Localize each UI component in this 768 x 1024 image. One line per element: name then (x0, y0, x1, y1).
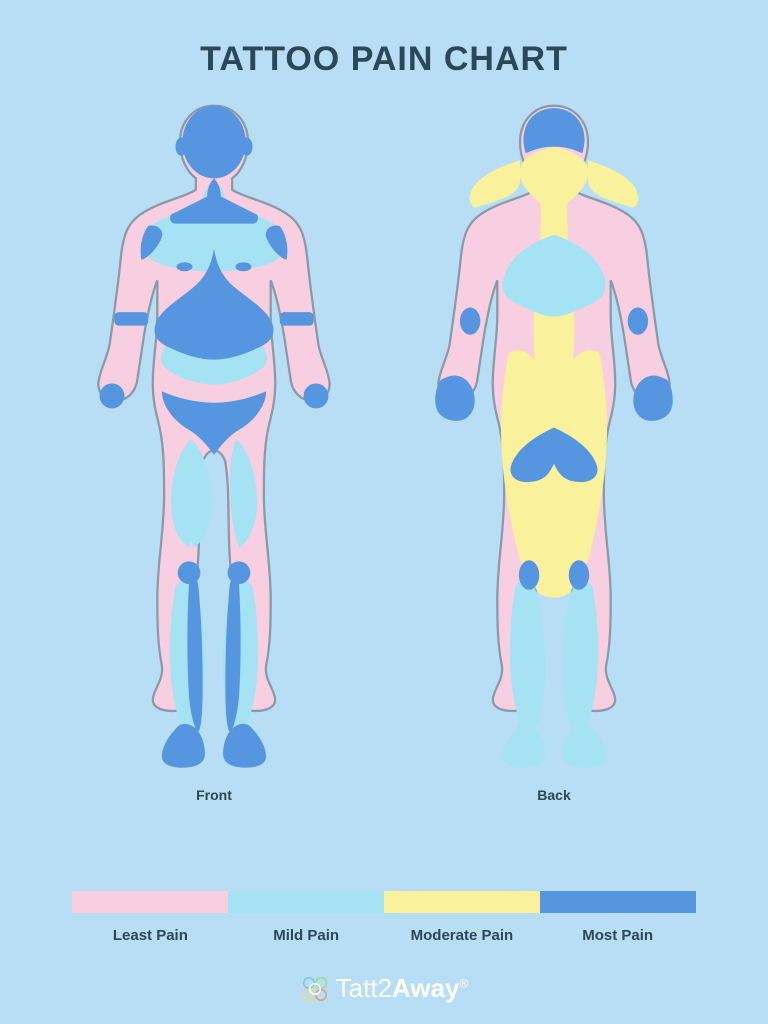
logo-two: 2 (378, 973, 392, 1003)
legend-item-moderate: Moderate Pain (384, 891, 540, 944)
logo-tatt: Tatt (336, 973, 378, 1003)
front-nipple-right (236, 262, 252, 271)
back-elbow-right (628, 308, 648, 335)
back-elbow-left (460, 308, 480, 335)
swatch-least (72, 891, 228, 913)
swatch-mild (228, 891, 384, 913)
body-front-diagram (64, 99, 364, 779)
pain-chart-canvas: TATTOO PAIN CHART (0, 0, 768, 1024)
body-figures-row: Front (30, 99, 738, 871)
back-knee-right (569, 560, 589, 589)
back-foot-right (563, 724, 606, 768)
logo-reg: ® (460, 976, 469, 990)
brand-logo: Tatt2Away® (300, 973, 469, 1004)
front-palm-left (100, 383, 125, 408)
front-ear-right (241, 138, 252, 156)
legend-label-most: Most Pain (582, 927, 653, 944)
back-figure-column: Back (404, 99, 704, 871)
front-knee-right (228, 561, 251, 584)
chart-title: TATTOO PAIN CHART (200, 40, 568, 79)
legend-label-mild: Mild Pain (273, 927, 339, 944)
legend-item-most: Most Pain (540, 891, 696, 944)
front-figure-column: Front (64, 99, 364, 871)
front-head-most (182, 106, 245, 179)
body-back-diagram (404, 99, 704, 779)
front-label: Front (196, 787, 232, 803)
logo-text: Tatt2Away® (336, 973, 469, 1004)
legend-label-least: Least Pain (113, 927, 188, 944)
back-label: Back (537, 787, 570, 803)
back-knee-left (519, 560, 539, 589)
pain-legend: Least Pain Mild Pain Moderate Pain Most … (72, 891, 695, 944)
front-knee-left (178, 561, 201, 584)
back-foot-left (502, 724, 545, 768)
legend-item-mild: Mild Pain (228, 891, 384, 944)
logo-mark-icon (300, 974, 330, 1004)
swatch-moderate (384, 891, 540, 913)
front-ear-left (175, 138, 186, 156)
front-nipple-left (177, 262, 193, 271)
front-palm-right (304, 383, 329, 408)
legend-item-least: Least Pain (72, 891, 228, 944)
legend-label-moderate: Moderate Pain (411, 927, 514, 944)
swatch-most (540, 891, 696, 913)
front-elbow-left (114, 312, 148, 326)
front-elbow-right (280, 312, 314, 326)
logo-away: Away (392, 973, 459, 1003)
